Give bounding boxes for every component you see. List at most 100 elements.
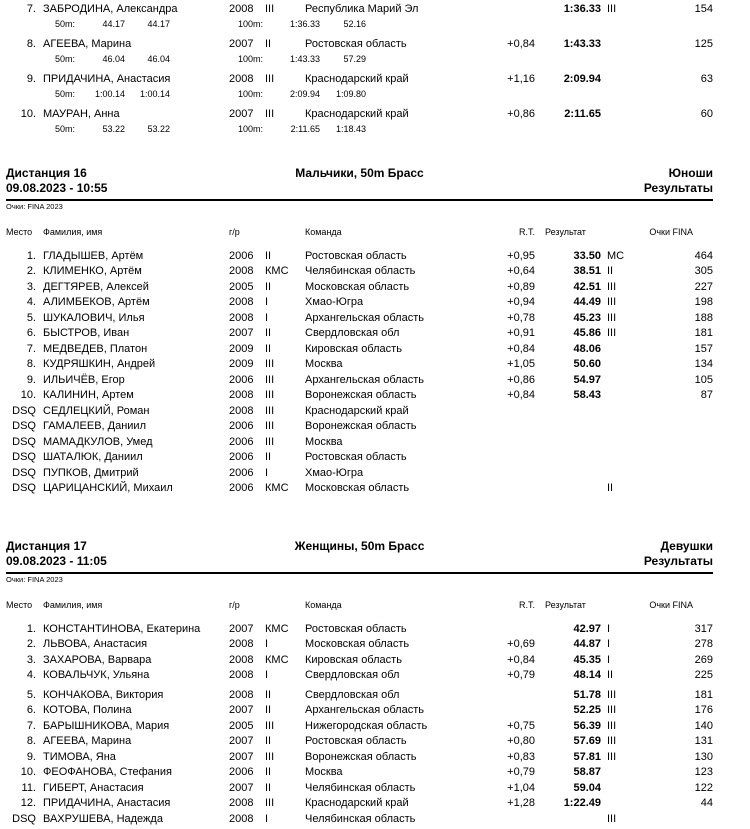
result-time: 50.60 bbox=[573, 358, 601, 370]
fina-points bbox=[643, 419, 713, 435]
result-main-row: 7. ЗАБРОДИНА, Александра 2008 III Респуб… bbox=[6, 2, 744, 18]
result-row: 1. КОНСТАНТИНОВА, Екатерина 2007 КМС Рос… bbox=[6, 622, 744, 638]
birth-year: 2007 bbox=[229, 750, 254, 763]
split-50-label: 50m: bbox=[54, 53, 75, 64]
swimmer-name: СЕДЛЕЦКИЙ, Роман bbox=[43, 404, 150, 417]
result-row: 4. АЛИМБЕКОВ, Артём 2008 I Хмао-Югра +0,… bbox=[6, 295, 744, 311]
results-table: 1. ГЛАДЫШЕВ, Артём 2006 II Ростовская об… bbox=[6, 249, 744, 497]
continuation-results-list: 7. ЗАБРОДИНА, Александра 2008 III Респуб… bbox=[6, 2, 744, 136]
result-time: 42.97 bbox=[573, 622, 601, 635]
result-row: DSQ МАМАДКУЛОВ, Умед 2006 III Москва bbox=[6, 435, 744, 451]
fina-points: 130 bbox=[694, 750, 713, 763]
split-50-label: 50m: bbox=[54, 88, 75, 99]
result-rank bbox=[601, 72, 643, 88]
place: 5. bbox=[26, 311, 36, 324]
place: 10. bbox=[20, 389, 36, 401]
result-time: 48.14 bbox=[573, 669, 601, 681]
place: 10. bbox=[20, 766, 36, 778]
header-rule bbox=[6, 198, 713, 201]
result-row: 10. ФЕОФАНОВА, Стефания 2006 II Москва +… bbox=[6, 765, 744, 781]
split-100-lap: 1:18.43 bbox=[335, 123, 366, 134]
col-rank bbox=[265, 226, 305, 238]
col-rt: R.T. bbox=[518, 226, 535, 237]
swimmer-name: ЗАБРОДИНА, Александра bbox=[43, 3, 178, 15]
swimmer-name: БЫСТРОВ, Иван bbox=[43, 327, 130, 339]
fina-points: 269 bbox=[694, 653, 713, 666]
result-main-row: 10. МАУРАН, Анна 2007 III Краснодарский … bbox=[6, 107, 744, 123]
team: Архангельская область bbox=[305, 373, 424, 386]
split-50-lap: 44.17 bbox=[147, 18, 170, 29]
fina-points bbox=[643, 435, 713, 451]
result-time: 1:43.33 bbox=[563, 38, 601, 50]
split-100-time: 2:11.65 bbox=[290, 123, 320, 134]
result-entry: 10. МАУРАН, Анна 2007 III Краснодарский … bbox=[6, 107, 744, 136]
team: Хмао-Югра bbox=[305, 296, 364, 308]
sport-rank: КМС bbox=[265, 482, 289, 494]
results-label: Результаты bbox=[643, 553, 713, 568]
result-row: 9. ИЛЬИЧЁВ, Егор 2006 III Архангельская … bbox=[6, 373, 744, 389]
sport-rank: II bbox=[265, 688, 272, 701]
fina-points: 134 bbox=[694, 358, 713, 370]
result-row: 7. БАРЫШНИКОВА, Мария 2005 III Нижегород… bbox=[6, 719, 744, 735]
place: 5. bbox=[26, 688, 36, 701]
fina-points bbox=[643, 481, 713, 497]
result-row: DSQ ШАТАЛЮК, Даниил 2006 II Ростовская о… bbox=[6, 450, 744, 466]
result-rank: III bbox=[607, 750, 617, 763]
split-50-label: 50m: bbox=[54, 123, 75, 134]
fina-points: 188 bbox=[694, 311, 713, 324]
split-50-time: 46.04 bbox=[102, 53, 125, 64]
split-50-time: 53.22 bbox=[102, 123, 125, 134]
swimmer-name: ЛЬВОВА, Анастасия bbox=[43, 638, 148, 650]
reaction-time: +0,64 bbox=[507, 265, 535, 277]
team: Московская область bbox=[305, 280, 410, 293]
fina-points: 278 bbox=[694, 638, 713, 650]
birth-year: 2005 bbox=[229, 280, 254, 293]
result-row: 8. КУДРЯШКИН, Андрей 2009 III Москва +1,… bbox=[6, 357, 744, 373]
fina-points: 131 bbox=[694, 735, 713, 747]
fina-points: 44 bbox=[700, 797, 713, 809]
result-time: 52.25 bbox=[573, 704, 601, 716]
sport-rank: III bbox=[265, 373, 275, 386]
swimmer-name: МАМАДКУЛОВ, Умед bbox=[43, 435, 153, 448]
result-rank bbox=[601, 781, 643, 797]
fina-points: 227 bbox=[694, 280, 713, 293]
split-100-lap: 1:09.80 bbox=[335, 88, 366, 99]
sport-rank: II bbox=[265, 327, 272, 339]
team: Кировская область bbox=[305, 653, 402, 666]
col-rank bbox=[265, 599, 305, 611]
fina-points: 125 bbox=[694, 38, 713, 50]
swimmer-name: ИЛЬИЧЁВ, Егор bbox=[43, 373, 125, 386]
reaction-time: +0,89 bbox=[507, 280, 535, 293]
col-points: Очки FINA bbox=[649, 599, 693, 610]
team: Ростовская область bbox=[305, 735, 407, 747]
sport-rank: II bbox=[265, 704, 272, 716]
place: 7. bbox=[26, 342, 36, 355]
col-resultrank bbox=[601, 226, 643, 238]
result-entry: 9. ПРИДАЧИНА, Анастасия 2008 III Краснод… bbox=[6, 72, 744, 101]
sport-rank: III bbox=[265, 108, 275, 120]
result-row: 5. ШУКАЛОВИЧ, Илья 2008 I Архангельская … bbox=[6, 311, 744, 327]
result-rank bbox=[601, 404, 643, 420]
reaction-time: +1,05 bbox=[507, 358, 535, 370]
result-rank bbox=[601, 765, 643, 781]
reaction-time bbox=[491, 2, 535, 18]
reaction-time bbox=[491, 419, 535, 435]
result-entry: 7. ЗАБРОДИНА, Александра 2008 III Респуб… bbox=[6, 2, 744, 31]
team: Ростовская область bbox=[305, 249, 407, 262]
sport-rank: II bbox=[265, 280, 272, 293]
result-time: 2:09.94 bbox=[563, 73, 601, 85]
distance-label: Дистанция 17 bbox=[6, 538, 87, 553]
reaction-time bbox=[491, 812, 535, 828]
col-birthyear: г/р bbox=[229, 599, 240, 610]
birth-year: 2006 bbox=[229, 420, 254, 432]
place: 3. bbox=[26, 280, 36, 293]
team: Краснодарский край bbox=[305, 73, 409, 85]
team: Кировская область bbox=[305, 342, 402, 355]
result-entry: 8. АГЕЕВА, Марина 2007 II Ростовская обл… bbox=[6, 37, 744, 66]
swimmer-name: ГИБЕРТ, Анастасия bbox=[43, 781, 144, 794]
result-rank bbox=[601, 373, 643, 389]
place: 6. bbox=[26, 704, 36, 716]
result-time bbox=[535, 481, 601, 497]
reaction-time bbox=[491, 688, 535, 704]
team: Архангельская область bbox=[305, 311, 424, 324]
